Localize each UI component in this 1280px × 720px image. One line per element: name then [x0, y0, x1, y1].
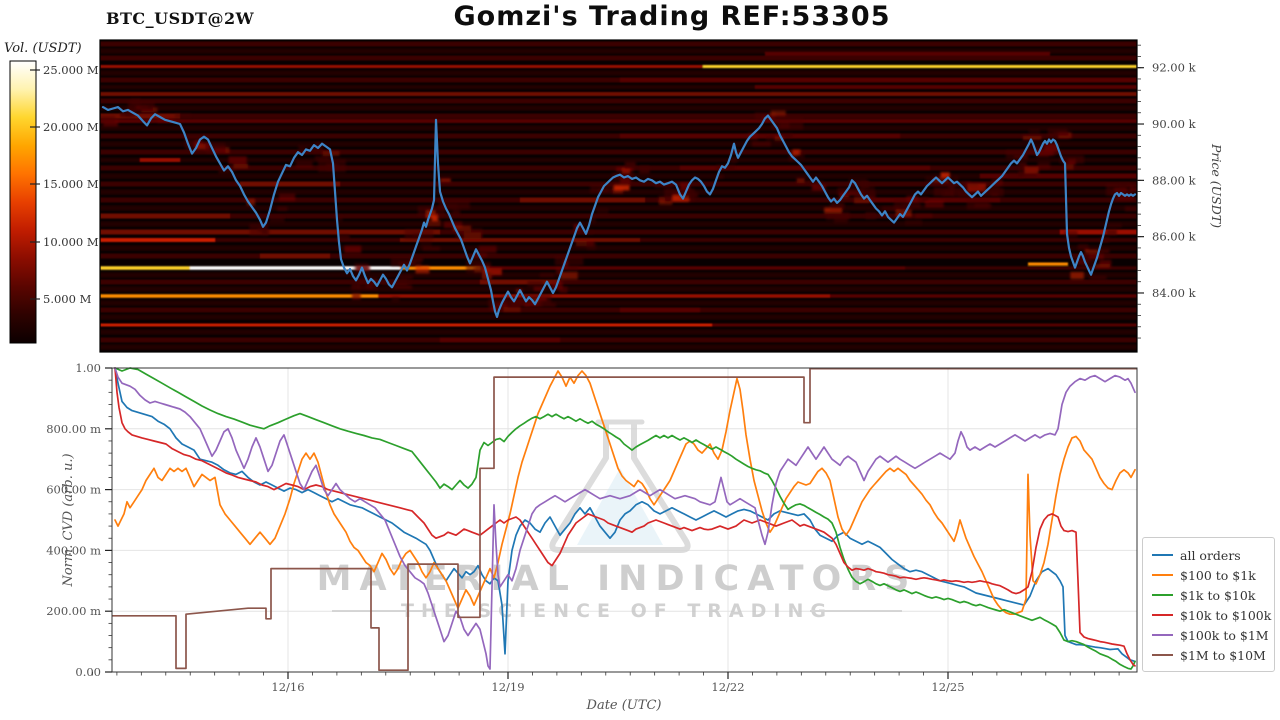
watermark-line2: THE SCIENCE OF TRADING [401, 600, 833, 622]
series-line-3 [114, 367, 1136, 667]
price-axis-title: Price (USDT) [1209, 143, 1224, 228]
colorbar-title: Vol. (USDT) [4, 41, 82, 56]
cvd-yaxis-title: Norm. CVD (arb. u.) [61, 453, 76, 587]
cvd-ytick-label: 400.00 m [46, 543, 101, 557]
legend-item-label: $1M to $10M [1180, 647, 1266, 663]
legend-item: $100k to $1M [1152, 625, 1269, 645]
legend-item-label: all orders [1180, 547, 1241, 563]
cvd-ytick-label: 600.00 m [46, 483, 101, 497]
liquidity-heatmap [99, 39, 1138, 353]
colorbar-tick-label: 15.000 M [43, 177, 99, 191]
watermark-line1: MATERIAL INDICATORS [317, 559, 918, 599]
legend: all orders $100 to $1k $1k to $10k $10k to … [1142, 537, 1275, 672]
legend-swatch-icon [1152, 554, 1173, 556]
series-line-0 [114, 367, 1136, 663]
cvd-ytick-label: 800.00 m [46, 422, 101, 436]
legend-item: $100 to $1k [1152, 565, 1266, 585]
legend-item: all orders [1152, 545, 1266, 565]
series-line-4 [114, 367, 1136, 670]
cvd-ytick-label: 200.00 m [46, 604, 101, 618]
colorbar-tick-label: 25.000 M [43, 63, 99, 77]
cvd-xaxis-title: Date (UTC) [586, 698, 662, 713]
series-line-5 [112, 367, 1137, 672]
colorbar: 25.000 M 20.000 M 15.000 M 10.000 M 5.000 M V… [4, 41, 99, 344]
colorbar-tick-label: 10.000 M [43, 235, 99, 249]
price-tick-label: 86.00 k [1152, 230, 1197, 244]
price-tick-label: 90.00 k [1152, 117, 1197, 131]
price-tick-label: 84.00 k [1152, 286, 1197, 300]
legend-swatch-icon [1152, 634, 1173, 636]
cvd-xtick-label: 12/19 [491, 680, 524, 694]
series-line-2 [114, 367, 1136, 670]
legend-item: $10k to $100k [1152, 605, 1271, 625]
legend-item-label: $1k to $10k [1180, 587, 1256, 603]
legend-swatch-icon [1152, 614, 1173, 616]
price-axis: 92.00 k 90.00 k 88.00 k 86.00 k 84.00 k Price… [1137, 44, 1224, 339]
legend-item: $1k to $10k [1152, 585, 1266, 605]
cvd-xtick-label: 12/25 [931, 680, 964, 694]
colorbar-tick-label: 5.000 M [43, 292, 92, 306]
legend-swatch-icon [1152, 574, 1173, 576]
colorbar-tick-label: 20.000 M [43, 120, 99, 134]
legend-item: $1M to $10M [1152, 645, 1266, 665]
cvd-ytick-label: 1.00 [75, 361, 101, 375]
legend-item-label: $100k to $1M [1180, 627, 1269, 643]
legend-swatch-icon [1152, 594, 1173, 596]
cvd-ytick-label: 0.00 [75, 665, 101, 679]
legend-swatch-icon [1152, 654, 1173, 656]
page-title: Gomzi's Trading REF:53305 [453, 1, 891, 32]
cvd-xtick-label: 12/22 [711, 680, 744, 694]
legend-item-label: $100 to $1k [1180, 567, 1256, 583]
legend-item-label: $10k to $100k [1180, 607, 1272, 623]
price-tick-label: 92.00 k [1152, 61, 1197, 75]
cvd-xtick-label: 12/16 [271, 680, 304, 694]
price-tick-label: 88.00 k [1152, 173, 1197, 187]
symbol-label: BTC_USDT@2W [106, 9, 255, 28]
price-line [101, 105, 1137, 318]
